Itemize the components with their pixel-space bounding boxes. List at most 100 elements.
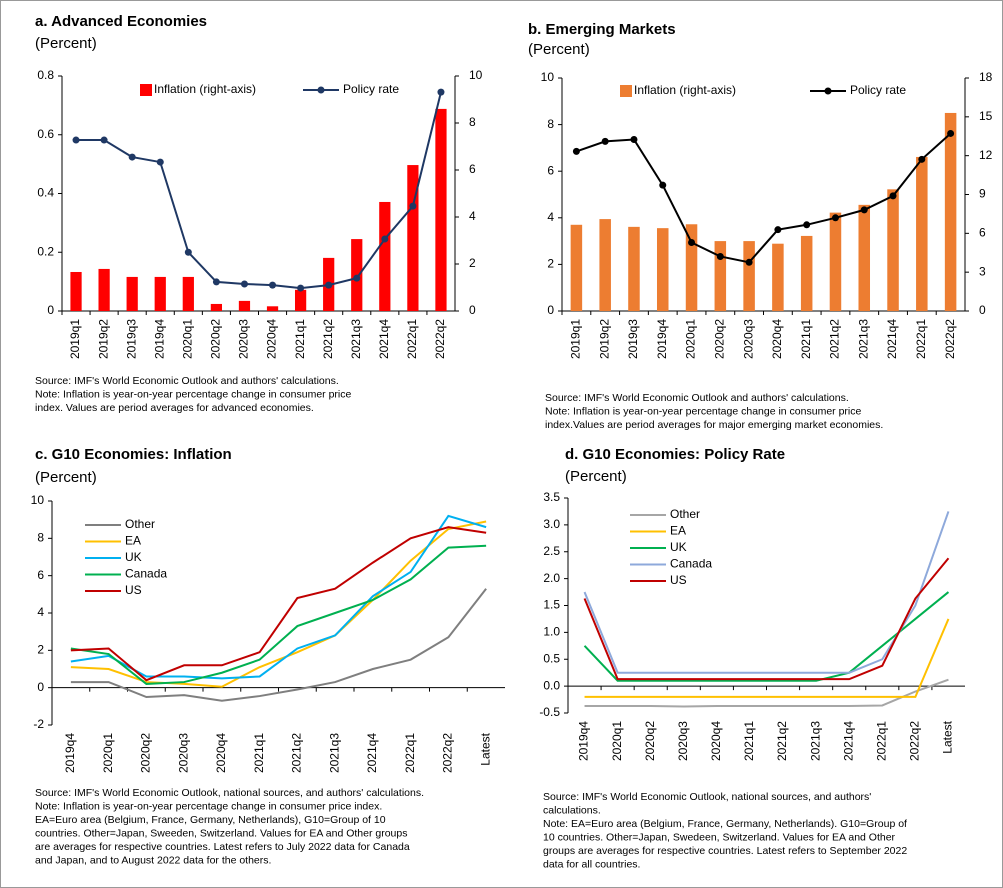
y2-tick-label: 2 [469,256,476,270]
y-tick-label: 2.0 [543,571,560,585]
legend-label: US [125,583,142,597]
bar [238,300,251,311]
note: and Japan, and to August 2022 data for t… [35,854,271,866]
x-tick-label: 2021q2 [775,721,789,761]
legend-label: US [670,573,687,587]
x-tick-label: 2019q1 [68,319,82,359]
bar [435,108,447,312]
bar [656,228,669,311]
bar [685,224,698,311]
legend-label: UK [125,550,142,564]
y-tick-label: 3.5 [543,490,560,504]
x-tick-label: 2020q4 [770,319,784,359]
y2-tick-label: 9 [979,187,986,201]
x-tick-label: 2019q4 [655,319,669,359]
x-tick-label: 2020q3 [676,721,690,761]
line [584,678,949,708]
bar [714,241,727,311]
x-tick-label: Latest [478,732,492,765]
y-tick-label: -0.5 [539,705,560,719]
y-tick-label: 0.4 [37,186,54,200]
note: Note: Inflation is year-on-year percenta… [35,800,382,812]
x-tick-label: 2020q3 [176,733,190,773]
y2-tick-label: 12 [979,148,993,162]
x-tick-label: 2021q4 [377,319,391,359]
bar [599,219,611,311]
x-tick-label: 2020q2 [643,721,657,761]
x-tick-label: 2019q4 [152,319,166,359]
bar [570,224,583,311]
legend-label: Inflation (right-axis) [154,82,256,96]
marker [716,252,724,260]
marker [688,238,696,246]
marker [381,235,389,243]
marker [659,181,667,189]
line [584,618,950,698]
x-tick-label: 2021q1 [252,733,266,773]
note: Source: IMF's World Economic Outlook, na… [35,787,424,799]
x-tick-label: 2019q3 [124,319,138,359]
bar [98,268,110,311]
x-tick-label: 2019q1 [569,319,583,359]
y-tick-label: 0.6 [37,127,54,141]
chart-subtitle: (Percent) [35,469,97,486]
x-tick-label: 2021q3 [349,319,363,359]
x-tick-label: 2019q2 [597,319,611,359]
y2-tick-label: 0 [469,303,476,317]
chart-title: d. G10 Economies: Policy Rate [565,446,785,463]
y-tick-label: 2 [547,257,554,271]
legend-label: Other [670,507,700,521]
y-tick-label: 8 [37,531,44,545]
x-tick-label: 2021q1 [293,319,307,359]
bar [829,212,842,311]
x-tick-label: 2020q1 [101,733,115,773]
y-tick-label: 0.5 [543,651,560,665]
bar [800,235,813,311]
y2-tick-label: 4 [469,209,476,223]
x-tick-label: 2020q2 [712,319,726,359]
bar [407,165,419,311]
line [70,544,487,685]
marker [240,280,248,288]
marker [409,202,417,210]
bar [266,306,279,311]
legend-label: UK [670,540,687,554]
y-tick-label: 0.2 [37,244,54,258]
y-tick-label: 4 [37,605,44,619]
bar [126,276,138,311]
note: Note: Inflation is year-on-year percenta… [35,388,351,400]
marker [325,281,333,289]
y2-tick-label: 10 [469,68,483,82]
line [76,91,442,290]
x-tick-label: 2020q2 [209,319,223,359]
note: Source: IMF's World Economic Outlook and… [35,375,339,387]
y-tick-label: 0.0 [543,678,560,692]
x-tick-label: 2022q1 [405,319,419,359]
note: Note: EA=Euro area (Belgium, France, Ger… [543,818,907,830]
note: Note: Inflation is year-on-year percenta… [545,405,861,417]
chart-title: a. Advanced Economies [35,13,207,30]
marker [947,129,955,137]
y-tick-label: 1.5 [543,598,560,612]
x-tick-label: 2022q1 [914,319,928,359]
marker [128,153,136,161]
x-tick-label: 2022q2 [908,721,922,761]
y-tick-label: 6 [37,568,44,582]
marker [184,248,192,256]
x-tick-label: 2020q3 [741,319,755,359]
y-tick-label: 2.5 [543,544,560,558]
legend-label: Other [125,517,155,531]
legend-label: Policy rate [850,83,906,97]
line [70,526,487,682]
x-tick-label: 2019q3 [626,319,640,359]
x-tick-label: 2020q1 [684,319,698,359]
legend-label: Canada [670,557,712,571]
marker [297,284,305,292]
y-tick-label: 0 [47,303,54,317]
y-tick-label: 0 [547,303,554,317]
legend-swatch [140,84,152,96]
x-tick-label: 2020q4 [214,733,228,773]
legend-marker [824,87,832,95]
marker [212,278,220,286]
line [576,132,952,264]
